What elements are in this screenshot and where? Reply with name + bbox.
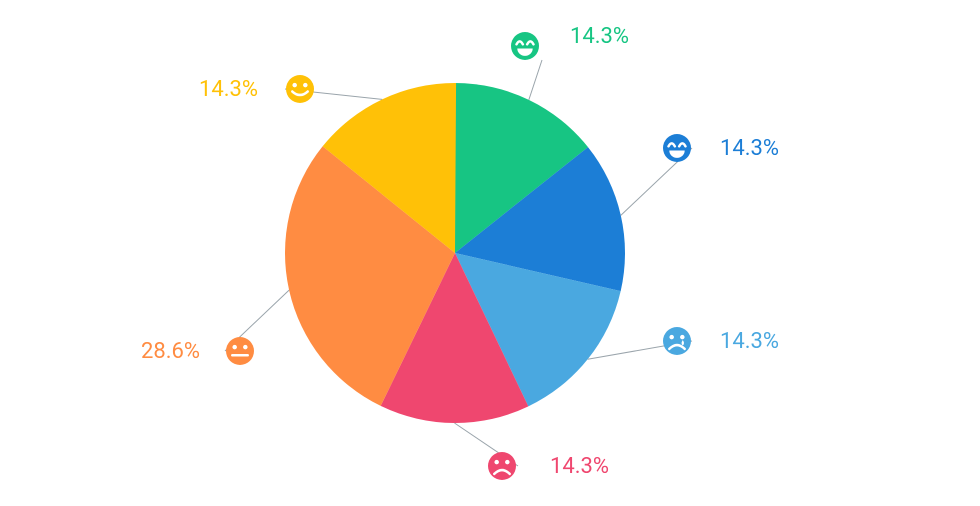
slice-label-4: 28.6% xyxy=(141,339,200,364)
frown-icon xyxy=(488,452,516,480)
slice-label-1: 14.3% xyxy=(720,136,779,161)
slice-label-0: 14.3% xyxy=(570,24,629,49)
slice-label-2: 14.3% xyxy=(720,329,779,354)
smile-icon xyxy=(286,75,314,103)
laugh-icon xyxy=(663,134,691,162)
slice-label-3: 14.3% xyxy=(550,454,609,479)
grin-icon xyxy=(511,32,539,60)
neutral-icon xyxy=(226,337,254,365)
slice-label-5: 14.3% xyxy=(199,77,258,102)
leader-line-0 xyxy=(529,60,542,100)
sad-tear-icon xyxy=(663,327,691,355)
emoji-pie-chart: 14.3% 14.3% 14.3% 14.3% 28.6% 14.3% xyxy=(0,0,980,506)
